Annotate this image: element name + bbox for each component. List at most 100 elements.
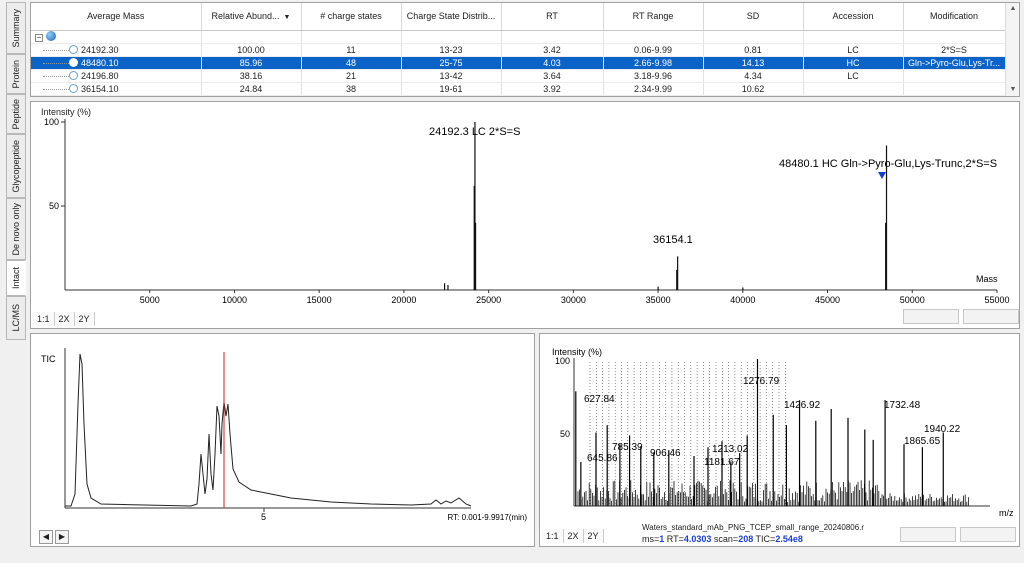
cell-distribution: 13-42 xyxy=(401,69,502,83)
ms-spectrum-panel: Intensity (%) 100 50 1000 1500 2000 m/z … xyxy=(539,333,1020,547)
intact-spectrum-plot[interactable]: Intensity (%) 100 50 5000 10000 15000 20000… xyxy=(31,102,1019,310)
table-header-row: Average Mass Relative Abund... ▼ # charge… xyxy=(31,3,1006,31)
table-row[interactable]: 24196.80 38.16 21 13-42 3.64 3.18-9.96 4… xyxy=(31,69,1006,83)
cell-modification: Gln->Pyro-Glu,Lys-Tr... xyxy=(903,56,1006,70)
ms-zoom-controls: 1:1 2X 2Y xyxy=(542,529,604,543)
tic-chromatogram-panel: TIC 5 RT: 0.001-9.9917(min) ◀ ▶ xyxy=(30,333,535,547)
tab-protein-label: Protein xyxy=(11,59,21,89)
rt-value: 4.0303 xyxy=(683,534,712,544)
collapse-icon[interactable]: − xyxy=(35,33,43,42)
table-row-selected[interactable]: 48480.10 85.96 48 25-75 4.03 2.66-9.98 1… xyxy=(31,56,1006,70)
cell-accession: HC xyxy=(803,56,904,70)
tic-xtick-5: 5 xyxy=(261,512,266,522)
mass-value: 36154.10 xyxy=(81,83,119,94)
mass-value: 24192.30 xyxy=(81,44,119,55)
table-vertical-scrollbar[interactable]: ▲ ▼ xyxy=(1005,3,1019,96)
ms-zoom-1to1-button[interactable]: 1:1 xyxy=(542,529,564,543)
col-modification[interactable]: Modification xyxy=(903,3,1006,31)
intact-xtick-label: 20000 xyxy=(391,295,416,305)
ms-spectrum-plot[interactable]: Intensity (%) 100 50 1000 1500 2000 m/z … xyxy=(540,334,1019,516)
tab-peptide-label: Peptide xyxy=(11,98,21,130)
node-icon xyxy=(69,83,78,93)
cell-charge-states: 21 xyxy=(301,69,402,83)
cell-charge-states: 11 xyxy=(301,43,402,57)
vertical-tab-bar: Summary Protein Peptide Glycopeptide De … xyxy=(6,2,26,340)
cell-charge-states: 38 xyxy=(301,82,402,96)
tic-plot[interactable]: TIC 5 RT: 0.001-9.9917(min) xyxy=(31,334,534,526)
tab-de-novo-label: De novo only xyxy=(11,202,21,256)
cell-rt-range: 2.34-9.99 xyxy=(603,82,704,96)
tab-peptide[interactable]: Peptide xyxy=(6,94,26,134)
tree-root-row[interactable]: − xyxy=(31,30,1006,44)
zoom-2y-button[interactable]: 2Y xyxy=(74,312,95,326)
tic-rt-range-label: RT: 0.001-9.9917(min) xyxy=(448,513,528,522)
peak-label: 1865.65 xyxy=(904,436,941,447)
ms-ylabel: Intensity (%) xyxy=(552,347,602,357)
intact-ylabel: Intensity (%) xyxy=(41,107,91,117)
ms-scan-info: ms=1 RT=4.0303 scan=208 TIC=2.54e8 xyxy=(642,534,803,544)
col-accession[interactable]: Accession xyxy=(803,3,904,31)
mass-value: 48480.10 xyxy=(81,57,119,68)
mass-value: 24196.80 xyxy=(81,70,119,81)
cell-distribution: 13-23 xyxy=(401,43,502,57)
cell-sd: 4.34 xyxy=(703,69,804,83)
ms-status-box-1 xyxy=(900,527,956,542)
cell-abundance: 24.84 xyxy=(201,82,302,96)
tab-lcms[interactable]: LC/MS xyxy=(6,296,26,340)
tab-glycopeptide[interactable]: Glycopeptide xyxy=(6,134,26,198)
col-charge-state-distribution[interactable]: Charge State Distrib... xyxy=(401,3,502,31)
ms-ytick-100: 100 xyxy=(555,356,570,366)
tic-ylabel: TIC xyxy=(41,354,56,364)
col-rt[interactable]: RT xyxy=(501,3,604,31)
zoom-2x-button[interactable]: 2X xyxy=(54,312,75,326)
intact-xtick-label: 45000 xyxy=(815,295,840,305)
cell-sd: 0.81 xyxy=(703,43,804,57)
col-average-mass[interactable]: Average Mass xyxy=(31,3,202,31)
scroll-down-icon[interactable]: ▼ xyxy=(1009,86,1017,93)
col-relative-abundance-label: Relative Abund... xyxy=(211,11,280,22)
tree-connector xyxy=(43,62,69,64)
tab-intact[interactable]: Intact xyxy=(6,260,26,296)
peak-label: 627.84 xyxy=(584,394,615,405)
intact-status-box-2 xyxy=(963,309,1019,324)
intact-xtick-label: 40000 xyxy=(730,295,755,305)
table-row[interactable]: 36154.10 24.84 38 19-61 3.92 2.34-9.99 1… xyxy=(31,82,1006,96)
peak-annotation-24192: 24192.3 LC 2*S=S xyxy=(429,126,520,138)
tree-root-cell[interactable]: − xyxy=(31,30,202,44)
col-sd[interactable]: SD xyxy=(703,3,804,31)
tab-summary[interactable]: Summary xyxy=(6,2,26,54)
scroll-up-icon[interactable]: ▲ xyxy=(1009,5,1017,12)
ms-zoom-2y-button[interactable]: 2Y xyxy=(583,529,604,543)
col-relative-abundance[interactable]: Relative Abund... ▼ xyxy=(201,3,302,31)
ms-level-label: ms= xyxy=(642,534,660,544)
ms-zoom-2x-button[interactable]: 2X xyxy=(563,529,584,543)
ms-annotation-guides xyxy=(589,362,786,506)
tab-lcms-label: LC/MS xyxy=(11,304,21,332)
globe-icon xyxy=(46,31,56,41)
cell-rt-range: 0.06-9.99 xyxy=(603,43,704,57)
tic-trace xyxy=(65,353,472,507)
peak-label: 1940.22 xyxy=(924,424,961,435)
tab-summary-label: Summary xyxy=(11,8,21,48)
intact-xtick-label: 5000 xyxy=(140,295,160,305)
ms-level-value: 1 xyxy=(659,534,665,544)
zoom-1to1-button[interactable]: 1:1 xyxy=(33,312,55,326)
intact-zoom-controls: 1:1 2X 2Y xyxy=(33,312,95,326)
intact-xtick-label: 10000 xyxy=(222,295,247,305)
tab-protein[interactable]: Protein xyxy=(6,54,26,94)
col-rt-range[interactable]: RT Range xyxy=(603,3,704,31)
peak-label: 1213.02 xyxy=(712,444,749,455)
cell-modification xyxy=(903,82,1006,96)
intact-xlabel: Mass xyxy=(976,274,998,284)
tab-de-novo-only[interactable]: De novo only xyxy=(6,198,26,260)
table-row[interactable]: 24192.30 100.00 11 13-23 3.42 0.06-9.99 … xyxy=(31,43,1006,57)
intact-x-ticks: 5000 10000 15000 20000 25000 30000 35000 40000 4… xyxy=(140,290,1010,305)
cell-accession: LC xyxy=(803,69,904,83)
cell-rt: 3.92 xyxy=(501,82,604,96)
previous-scan-button[interactable]: ◀ xyxy=(39,530,53,544)
tic-value: 2.54e8 xyxy=(775,534,803,544)
node-icon xyxy=(69,70,78,80)
next-scan-button[interactable]: ▶ xyxy=(55,530,69,544)
col-charge-states[interactable]: # charge states xyxy=(301,3,402,31)
peak-label: 1181.67 xyxy=(704,457,740,468)
